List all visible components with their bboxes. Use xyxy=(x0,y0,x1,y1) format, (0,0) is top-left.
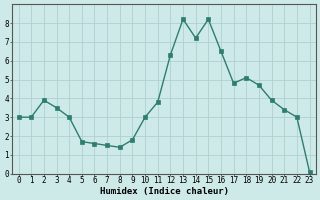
X-axis label: Humidex (Indice chaleur): Humidex (Indice chaleur) xyxy=(100,187,228,196)
